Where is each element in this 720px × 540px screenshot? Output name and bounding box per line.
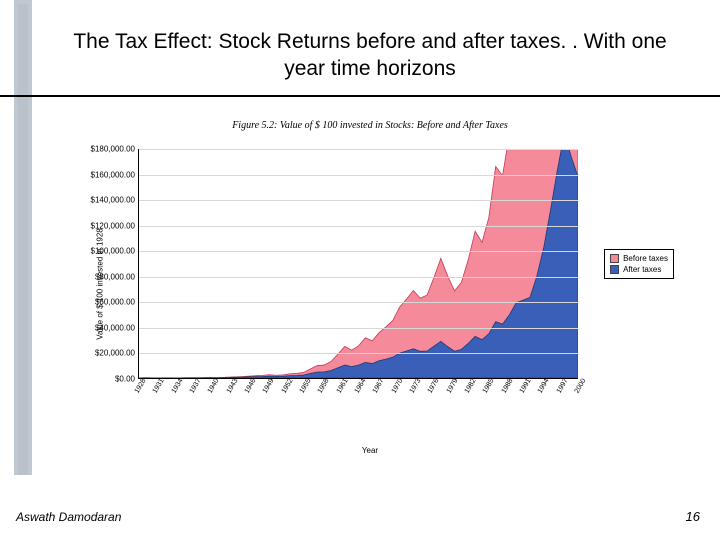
grid-line — [139, 277, 578, 278]
title-underline — [0, 95, 720, 97]
x-axis-label: Year — [362, 446, 378, 455]
legend-row: After taxes — [610, 264, 668, 275]
x-tick-label: 1961 — [335, 378, 349, 395]
legend-label: Before taxes — [623, 253, 668, 264]
chart-body: Value of $ 100 invested in 1928 $0.00$20… — [60, 139, 680, 429]
x-tick-label: 1943 — [225, 378, 239, 395]
x-tick-label: 1940 — [207, 378, 221, 395]
grid-line — [139, 353, 578, 354]
y-tick-label: $120,000.00 — [91, 221, 140, 230]
grid-line — [139, 226, 578, 227]
x-tick-label: 1958 — [317, 378, 331, 395]
x-tick-label: 1934 — [170, 378, 184, 395]
x-tick-label: 1955 — [299, 378, 313, 395]
y-tick-label: $100,000.00 — [91, 247, 140, 256]
grid-line — [139, 251, 578, 252]
x-tick-label: 1973 — [409, 378, 423, 395]
grid-line — [139, 328, 578, 329]
grid-line — [139, 149, 578, 150]
chart-area-svg — [139, 149, 578, 378]
y-tick-label: $40,000.00 — [95, 323, 139, 332]
legend-swatch — [610, 265, 619, 274]
legend-swatch — [610, 254, 619, 263]
x-tick-label: 1982 — [464, 378, 478, 395]
y-tick-label: $0.00 — [115, 375, 139, 384]
legend-row: Before taxes — [610, 253, 668, 264]
x-tick-label: 1967 — [372, 378, 386, 395]
x-tick-label: 1952 — [280, 378, 294, 395]
x-tick-label: 1964 — [354, 378, 368, 395]
x-tick-label: 1979 — [445, 378, 459, 395]
x-tick-label: 1970 — [390, 378, 404, 395]
grid-line — [139, 302, 578, 303]
footer-author: Aswath Damodaran — [16, 510, 121, 524]
chart-legend: Before taxesAfter taxes — [604, 249, 674, 279]
slide-accent-bar-inner — [18, 4, 28, 475]
x-tick-label: 1994 — [537, 378, 551, 395]
chart-container: Figure 5.2: Value of $ 100 invested in S… — [60, 120, 680, 460]
x-tick-label: 1988 — [500, 378, 514, 395]
footer-page-number: 16 — [686, 509, 700, 524]
chart-title: Figure 5.2: Value of $ 100 invested in S… — [60, 120, 680, 131]
y-tick-label: $160,000.00 — [91, 170, 140, 179]
y-tick-label: $80,000.00 — [95, 272, 139, 281]
y-tick-label: $140,000.00 — [91, 196, 140, 205]
y-tick-label: $180,000.00 — [91, 145, 140, 154]
y-tick-label: $20,000.00 — [95, 349, 139, 358]
y-tick-label: $60,000.00 — [95, 298, 139, 307]
x-tick-label: 1991 — [519, 378, 533, 395]
x-tick-label: 1931 — [152, 378, 166, 395]
x-tick-label: 1937 — [189, 378, 203, 395]
x-tick-label: 1976 — [427, 378, 441, 395]
x-tick-label: 2000 — [574, 378, 588, 395]
x-tick-label: 1985 — [482, 378, 496, 395]
x-tick-label: 1949 — [262, 378, 276, 395]
x-tick-label: 1997 — [555, 378, 569, 395]
x-tick-label: 1946 — [244, 378, 258, 395]
grid-line — [139, 175, 578, 176]
slide-title: The Tax Effect: Stock Returns before and… — [60, 28, 680, 83]
chart-plot: $0.00$20,000.00$40,000.00$60,000.00$80,0… — [138, 149, 578, 379]
grid-line — [139, 200, 578, 201]
legend-label: After taxes — [623, 264, 661, 275]
